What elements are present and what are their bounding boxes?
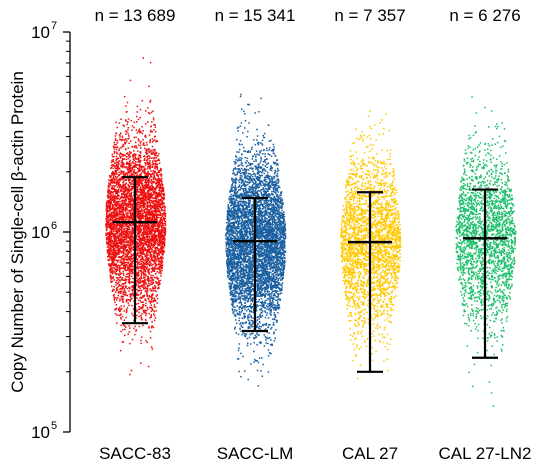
y-tick-label: 10: [31, 423, 50, 442]
category-label: SACC-83: [99, 444, 171, 463]
y-tick-label: 10: [31, 223, 50, 242]
count-label: n = 7 357: [334, 6, 405, 25]
y-tick-exponent: 7: [51, 20, 57, 32]
category-label: CAL 27-LN2: [439, 444, 532, 463]
data-point-cloud: [455, 96, 517, 407]
count-label: n = 15 341: [215, 6, 296, 25]
y-tick-label: 10: [31, 23, 50, 42]
category-label: CAL 27: [342, 444, 398, 463]
series-points-1: [105, 57, 167, 376]
category-label: SACC-LM: [217, 444, 294, 463]
error-bar-4: [463, 188, 507, 359]
error-bars: [113, 176, 507, 373]
data-point-cloud: [105, 57, 167, 376]
count-labels: n = 13 689 n = 15 341 n = 7 357 n = 6 276: [95, 6, 521, 25]
count-label: n = 13 689: [95, 6, 176, 25]
y-tick-exponent: 5: [51, 420, 57, 432]
error-bar-2: [233, 196, 277, 333]
data-points: [105, 57, 517, 407]
count-label: n = 6 276: [449, 6, 520, 25]
series-points-3: [340, 110, 402, 380]
y-axis-label: Copy Number of Single-cell β-actin Prote…: [8, 71, 27, 393]
y-tick-exponent: 6: [51, 220, 57, 232]
series-points-4: [455, 96, 517, 407]
error-bar-1: [113, 176, 157, 325]
category-labels: SACC-83 SACC-LM CAL 27 CAL 27-LN2: [99, 444, 531, 463]
data-point-cloud: [340, 110, 402, 380]
error-bar-3: [348, 191, 392, 373]
